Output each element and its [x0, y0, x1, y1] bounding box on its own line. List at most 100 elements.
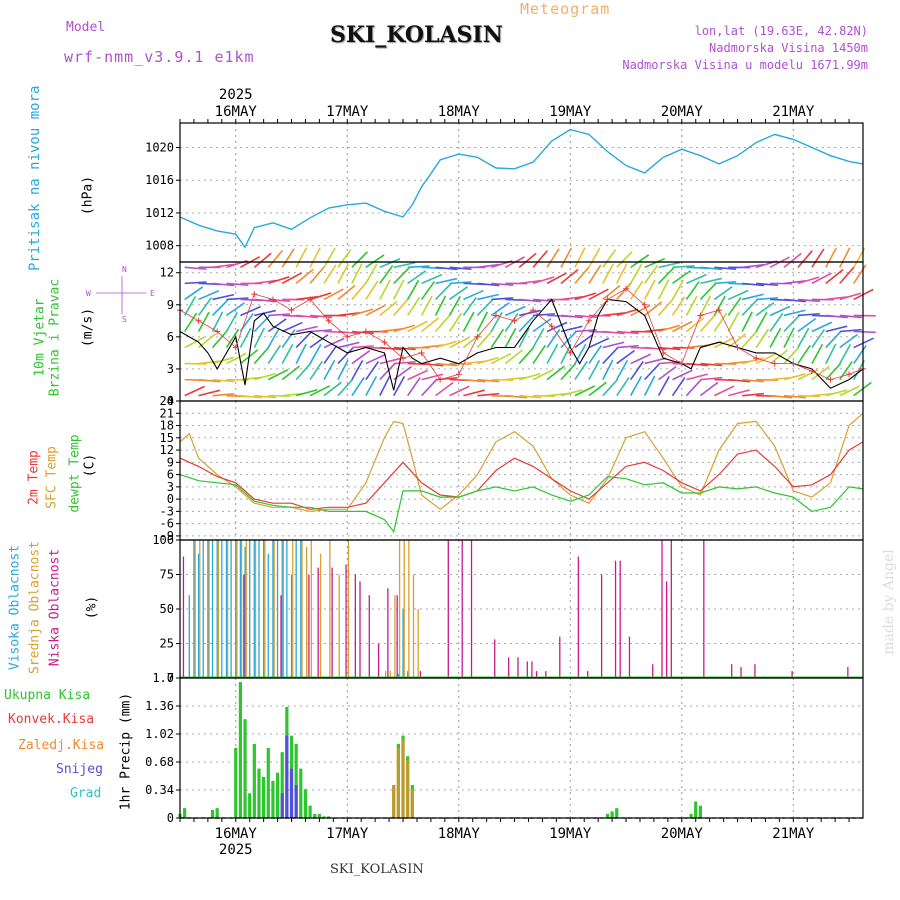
wind-barb [435, 277, 458, 285]
precip-bar [266, 748, 270, 818]
wind-barb [267, 344, 282, 365]
compass-n: N [122, 265, 127, 274]
wind-barb [197, 311, 210, 332]
wind-barb [393, 324, 416, 333]
wind-barb [741, 356, 764, 365]
precip-bar [322, 816, 326, 818]
wind-barb [546, 343, 559, 364]
wind-barb [699, 314, 716, 333]
wind-barb [323, 288, 344, 301]
wind-barb [853, 264, 867, 284]
wind-barb [657, 376, 670, 397]
wind-barb [811, 272, 832, 285]
wind-barb [783, 373, 806, 381]
wind-barb [643, 279, 656, 300]
wind-barb [825, 330, 842, 349]
temperature-y-tick-label: -3 [160, 504, 174, 518]
wind-barb [672, 320, 693, 333]
wind-barb [434, 295, 447, 316]
wind-barb [449, 286, 468, 301]
wind-barb [658, 261, 681, 269]
wind-barb [212, 393, 235, 397]
wind-barb [448, 295, 462, 316]
wind-barb [379, 375, 391, 397]
wind-barb [811, 365, 830, 381]
wind-barb [519, 298, 542, 303]
wind-barb [616, 308, 639, 317]
wind-barb [742, 282, 765, 287]
wind-barb [295, 388, 318, 397]
wind-barb [490, 352, 512, 365]
wind-barb [226, 352, 247, 365]
wind-barb [420, 295, 433, 316]
wind-barb [434, 283, 452, 300]
wind-barb [435, 362, 458, 367]
wind-barb [448, 312, 463, 332]
wind-barb [323, 381, 342, 397]
wind-barb [714, 281, 737, 285]
precip-bar [243, 719, 247, 818]
wind-barb [643, 375, 656, 397]
wind-barb [351, 350, 371, 365]
wind-barb [602, 378, 619, 397]
wind-barb [337, 312, 360, 317]
wind-barb [226, 302, 245, 317]
wind-barb [825, 343, 837, 364]
temperature-y-tick-label: 21 [160, 406, 174, 420]
wind-barb [588, 359, 601, 380]
wind-barb [783, 314, 800, 333]
wind-barb [797, 276, 820, 285]
wind-barb [533, 394, 556, 397]
wind-barb [407, 270, 427, 285]
wind-barb [267, 327, 280, 348]
wind-barb [728, 378, 751, 383]
bottom-day-label: 20MAY [661, 826, 704, 842]
wind-barb [254, 279, 277, 285]
wind-barb [825, 247, 837, 268]
wind-barb [825, 314, 848, 319]
wind-barb [254, 309, 276, 317]
wind-barb [254, 394, 277, 399]
wind-barb [853, 330, 876, 334]
precip-y-tick-label: 0 [167, 811, 174, 825]
wind-barb [797, 327, 810, 348]
wind-barb [449, 385, 470, 397]
wind-barb [672, 270, 691, 285]
wind-barb [462, 311, 475, 332]
precip-bar [401, 739, 405, 818]
wind-barb [532, 327, 545, 348]
wind-barb [323, 247, 336, 268]
precip-bar [280, 752, 284, 818]
wind-barb [616, 330, 639, 335]
wind-barb [672, 369, 693, 381]
wind-barb [226, 282, 249, 286]
wind-barb [351, 345, 374, 349]
wind-barb [309, 266, 325, 284]
wind-barb [351, 308, 374, 317]
wind-barb [365, 254, 385, 269]
precip-bar [285, 735, 289, 818]
wind-barb [741, 311, 753, 332]
wind-barb [853, 344, 867, 365]
wind-barb [504, 305, 526, 317]
gust-line [179, 288, 864, 381]
wind-barb [671, 279, 685, 300]
temperature-y-tick-label: -9 [160, 529, 174, 543]
wind-barb [602, 346, 619, 365]
wind-barb [574, 314, 597, 319]
wind-barb [491, 297, 514, 301]
wind-barb [267, 368, 289, 381]
wind-barb [700, 376, 723, 381]
temperature-frame [179, 400, 864, 541]
precip-bar [280, 793, 284, 818]
pressure-line [179, 128, 864, 249]
wind-barb [672, 265, 695, 269]
compass-e: E [150, 289, 155, 298]
wind-barb [379, 301, 398, 317]
wind-y-tick-label: 3 [167, 362, 174, 376]
compass-w: W [86, 289, 91, 298]
wind-barb [797, 312, 820, 317]
wind-barb [574, 329, 597, 333]
wind-barb [560, 389, 583, 397]
wind-barb [769, 312, 784, 332]
